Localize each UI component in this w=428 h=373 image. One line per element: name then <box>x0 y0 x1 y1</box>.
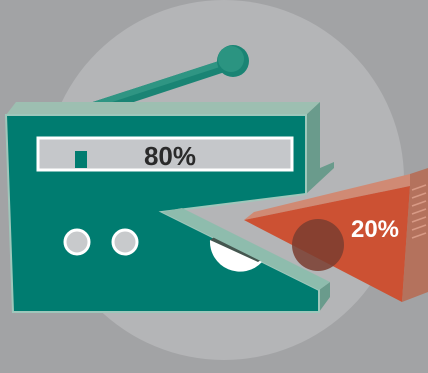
radio-button-left <box>63 228 91 256</box>
slice-side-face <box>402 168 428 302</box>
radio-side-face <box>306 102 334 194</box>
main-percent-label: 80% <box>144 141 196 171</box>
wedge-edge <box>162 208 330 290</box>
radio-side-lower <box>319 282 330 312</box>
slice-top-face <box>244 174 410 220</box>
slice-percent-label: 20% <box>351 216 399 243</box>
pie-slice-icon <box>244 168 428 302</box>
tuner-marker <box>75 151 87 168</box>
slice-knob <box>292 219 344 271</box>
radio-button-right <box>111 228 139 256</box>
radio-top-face <box>6 102 320 115</box>
